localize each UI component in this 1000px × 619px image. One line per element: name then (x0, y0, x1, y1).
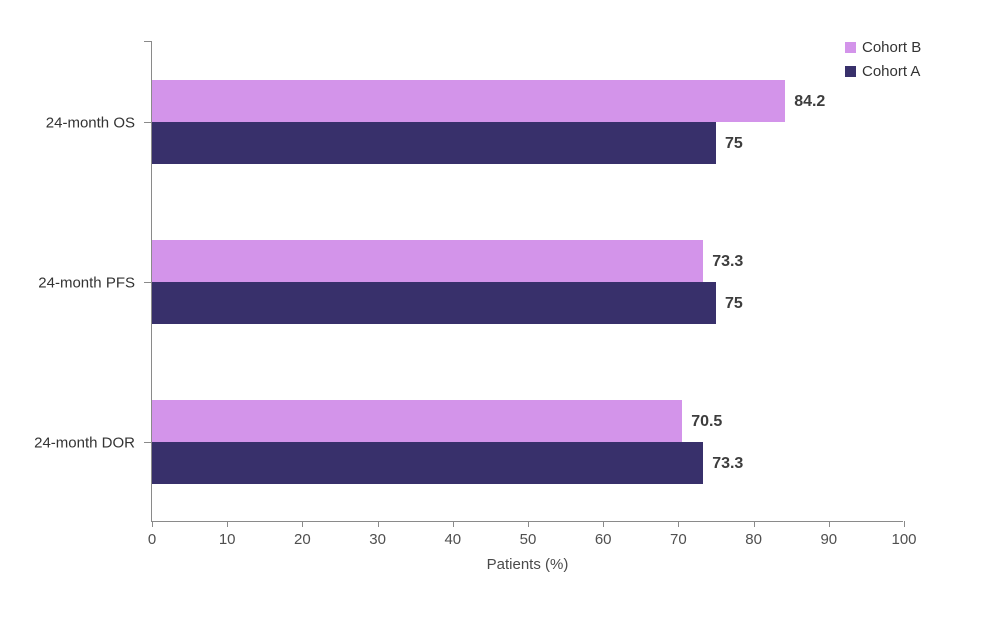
value-label-cohort-b-24-month-dor: 70.5 (691, 412, 723, 430)
x-tick-label-60: 60 (594, 531, 612, 548)
category-label-24-month-dor: 24-month DOR (34, 434, 135, 451)
plot-area: Patients (%) 24-month OS 84.2 75 24-month P… (34, 41, 917, 572)
x-axis-tick (302, 521, 304, 527)
x-axis-tick (904, 521, 905, 527)
x-tick-label-80: 80 (745, 531, 762, 548)
legend-label-cohort-a: Cohort A (862, 63, 921, 80)
category-label-24-month-os: 24-month OS (45, 114, 135, 131)
x-axis-tick (152, 521, 153, 527)
bar-cohort-b-24-month-dor (152, 400, 683, 442)
legend-item-cohort-b: Cohort B (845, 40, 921, 55)
bar-cohort-a-24-month-pfs (152, 282, 716, 324)
x-axis-tick (603, 521, 605, 527)
value-label-cohort-a-24-month-pfs: 75 (725, 294, 743, 312)
x-tick-label-100: 100 (891, 531, 917, 548)
x-axis-tick (678, 521, 680, 527)
legend-swatch-cohort-a (845, 66, 856, 77)
y-axis-tick (144, 442, 152, 443)
x-tick-label-20: 20 (294, 531, 311, 548)
bar-cohort-b-24-month-pfs (152, 240, 704, 282)
x-axis-tick (452, 521, 454, 527)
x-axis-tick (828, 521, 830, 527)
legend: Cohort B Cohort A (845, 40, 921, 88)
x-tick-label-90: 90 (820, 531, 838, 548)
x-tick-label-0: 0 (147, 531, 157, 548)
x-axis-tick (528, 521, 529, 527)
x-tick-label-30: 30 (369, 531, 386, 548)
x-tick-label-40: 40 (444, 531, 462, 548)
x-axis-tick (227, 521, 229, 527)
y-axis-tick (144, 122, 152, 123)
x-tick-label-10: 10 (218, 531, 236, 548)
value-label-cohort-a-24-month-os: 75 (725, 134, 743, 152)
category-label-24-month-pfs: 24-month PFS (38, 274, 135, 291)
x-axis-title: Patients (%) (486, 556, 569, 573)
x-tick-label-70: 70 (670, 531, 687, 548)
value-label-cohort-b-24-month-pfs: 73.3 (712, 252, 744, 270)
x-axis-tick (753, 521, 755, 527)
legend-label-cohort-b: Cohort B (862, 39, 922, 56)
bar-cohort-a-24-month-dor (152, 442, 704, 484)
x-axis-tick (377, 521, 379, 527)
legend-swatch-cohort-b (845, 42, 856, 53)
x-tick-label-50: 50 (519, 531, 537, 548)
bar-cohort-a-24-month-os (152, 122, 716, 164)
legend-item-cohort-a: Cohort A (845, 64, 921, 79)
y-axis-tick (144, 282, 152, 283)
value-label-cohort-a-24-month-dor: 73.3 (712, 454, 744, 472)
bar-cohort-b-24-month-os (152, 80, 786, 122)
value-label-cohort-b-24-month-os: 84.2 (794, 92, 826, 110)
y-axis-cap-tick (144, 41, 152, 42)
